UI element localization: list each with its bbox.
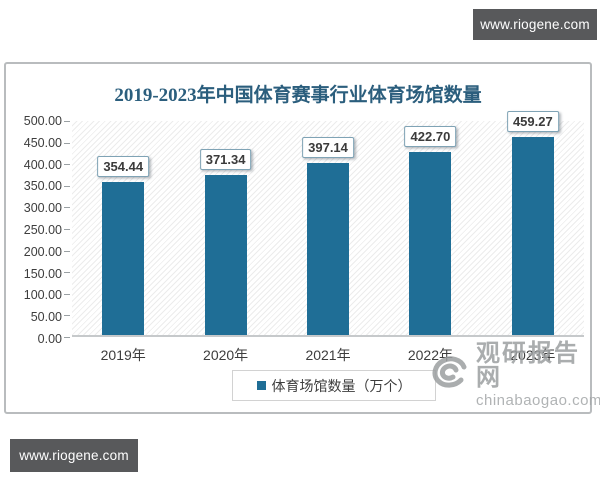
bar-2022 [409, 152, 452, 335]
y-axis-tick-marks [64, 121, 70, 338]
y-tick-label: 250.00 [23, 222, 62, 237]
y-tick-label: 350.00 [23, 179, 62, 194]
x-tick-label-2020: 2020年 [203, 347, 249, 363]
bar-group-2021: 397.14 [277, 121, 379, 335]
bar-2020 [204, 175, 247, 335]
tick-mark [64, 250, 70, 252]
tick-mark [64, 336, 70, 338]
tick-mark [64, 185, 70, 187]
tick-mark [64, 121, 70, 122]
x-tick-label-2023: 2023年 [510, 347, 556, 363]
legend-swatch-icon [256, 381, 266, 390]
bar-group-2020: 371.34 [174, 121, 276, 335]
bar-group-2022: 422.70 [379, 121, 481, 335]
watermark-top-right: www.riogene.com [473, 9, 597, 40]
x-tick-label-2021: 2021年 [305, 347, 351, 363]
x-axis: 2019年 2020年 2021年 2022年 2023年 [72, 345, 584, 365]
legend: 体育场馆数量（万个） [232, 370, 436, 401]
data-label: 422.70 [404, 126, 457, 147]
bar-2021 [307, 163, 350, 335]
tick-mark [64, 315, 70, 317]
x-tick-label-2019: 2019年 [100, 347, 146, 363]
y-tick-label: 450.00 [23, 135, 62, 150]
data-label: 397.14 [302, 137, 354, 158]
tick-mark [64, 293, 70, 295]
chart-title: 2019-2023年中国体育赛事行业体育场馆数量 [114, 85, 482, 106]
x-tick-label-2022: 2022年 [407, 347, 453, 363]
tick-mark [64, 142, 70, 144]
bar-group-2023: 459.27 [482, 111, 584, 335]
chart-frame: 2019-2023年中国体育赛事行业体育场馆数量 500.00 450.00 4… [4, 62, 592, 414]
y-tick-label: 100.00 [23, 288, 62, 303]
watermark-top-right-text: www.riogene.com [480, 17, 590, 32]
data-label: 354.44 [97, 156, 150, 177]
data-label: 371.34 [199, 149, 252, 170]
legend-label: 体育场馆数量（万个） [271, 377, 412, 394]
y-tick-label: 200.00 [23, 244, 62, 259]
y-tick-label: 150.00 [23, 266, 62, 281]
y-tick-label: 0.00 [37, 331, 62, 346]
bar-group-2019: 354.44 [72, 121, 174, 335]
watermark-bottom-left-text: www.riogene.com [19, 448, 129, 463]
bar-2023 [511, 137, 554, 335]
y-tick-label: 400.00 [23, 157, 62, 172]
data-label: 459.27 [506, 111, 559, 132]
y-tick-label: 300.00 [23, 201, 62, 216]
tick-mark [64, 228, 70, 230]
y-axis: 500.00 450.00 400.00 350.00 300.00 250.0… [12, 114, 62, 346]
tick-mark [64, 272, 70, 274]
bar-2019 [102, 182, 145, 335]
plot-area: 354.44 371.34 397.14 422.70 459.27 [72, 111, 584, 337]
tick-mark [64, 164, 70, 166]
tick-mark [64, 207, 70, 209]
y-tick-label: 50.00 [30, 310, 62, 325]
watermark-bottom-left: www.riogene.com [10, 439, 138, 472]
y-tick-label: 500.00 [23, 114, 62, 128]
